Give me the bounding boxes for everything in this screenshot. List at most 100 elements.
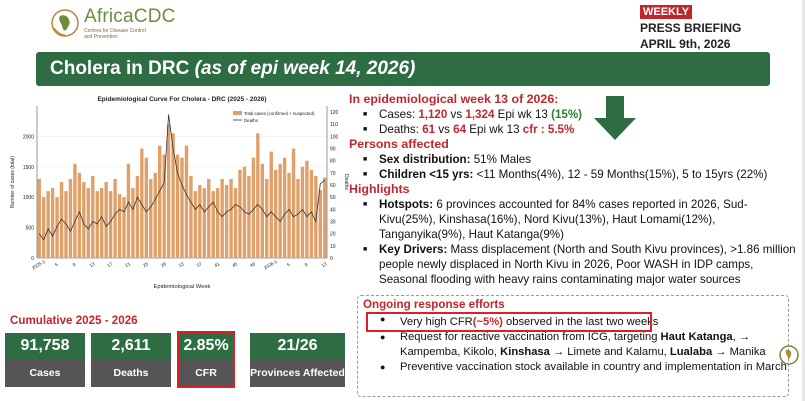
response-list: Very high CFR(~5%) observed in the last … xyxy=(368,312,788,375)
y-tick-label: 1000 xyxy=(23,195,34,201)
globe-icon xyxy=(51,9,79,37)
bar xyxy=(229,178,233,258)
legend-swatch-cases xyxy=(233,111,242,115)
bar xyxy=(282,157,287,258)
children-line: Children <15 yrs: <11 Months(4%), 12 - 5… xyxy=(349,167,799,182)
summary-panel: In epidemiological week 13 of 2026: Case… xyxy=(349,92,799,287)
bar xyxy=(323,177,327,258)
bar xyxy=(126,163,131,258)
bar xyxy=(238,169,242,258)
x-tick-label: 29 xyxy=(160,261,167,268)
bar xyxy=(140,148,144,258)
bar xyxy=(207,178,211,258)
bar xyxy=(273,169,278,258)
x-tick-label: 25 xyxy=(142,261,149,268)
bar xyxy=(91,175,95,258)
press-briefing-block: WEEKLY PRESS BRIEFING APRIL 9th, 2026 xyxy=(640,2,785,51)
y2-tick-label: 70 xyxy=(330,171,336,177)
bar xyxy=(37,178,41,258)
bar xyxy=(193,191,198,258)
y2-tick-label: 0 xyxy=(330,256,333,262)
bar xyxy=(41,197,46,258)
bar xyxy=(175,154,180,258)
au-emblem-icon xyxy=(779,345,799,365)
stat-deaths: 2,611 Deaths xyxy=(91,333,171,389)
deaths-line xyxy=(38,114,326,241)
bar xyxy=(198,185,202,258)
stat-value: 2,611 xyxy=(91,333,171,359)
x-tick-label: 2026-1 xyxy=(263,259,278,271)
stat-value: 2.85% xyxy=(177,333,235,359)
bar xyxy=(131,188,135,258)
stat-label: Deaths xyxy=(91,359,171,387)
bar xyxy=(278,163,282,258)
bar xyxy=(113,178,117,258)
x-tick-label: 33 xyxy=(178,261,185,268)
stat-value: 91,758 xyxy=(5,333,85,359)
bar xyxy=(135,175,140,258)
bar xyxy=(171,133,175,258)
x-tick-label: 9 xyxy=(304,262,309,268)
bar xyxy=(162,154,166,258)
bar xyxy=(166,124,171,258)
bar xyxy=(242,166,247,258)
y-tick-label: 1500 xyxy=(23,165,34,171)
hotspots-line: Hotspots: 6 provinces accounted for 84% … xyxy=(349,197,799,242)
y2-tick-label: 30 xyxy=(330,220,336,226)
stat-cases: 91,758 Cases xyxy=(5,333,85,389)
bar xyxy=(153,172,157,258)
y-tick-label: 0 xyxy=(31,256,34,262)
bar xyxy=(265,178,269,258)
legend-label-cases: Total cases (confirmed + suspected) xyxy=(244,111,315,116)
y2-tick-label: 80 xyxy=(330,159,336,165)
x-axis-label: Epidemiological Week xyxy=(154,284,211,290)
bar xyxy=(202,188,207,258)
cfr-warning-highlight xyxy=(366,312,652,332)
bar xyxy=(233,188,238,258)
legend-label-deaths: Deaths xyxy=(244,118,259,123)
weekly-badge: WEEKLY xyxy=(640,5,693,19)
bar xyxy=(220,178,224,258)
y-tick-label: 2000 xyxy=(23,134,34,140)
bar xyxy=(291,148,296,258)
stat-provinces: 21/26 Provinces Affected xyxy=(250,333,345,389)
bar xyxy=(104,182,108,258)
x-tick-label: 2025-1 xyxy=(31,259,46,271)
y2-tick-label: 50 xyxy=(330,195,336,201)
cumulative-title: Cumulative 2025 - 2026 xyxy=(10,314,138,327)
y2-tick-label: 90 xyxy=(330,147,336,153)
y2-axis-label: Deaths xyxy=(343,174,349,190)
x-tick-label: 21 xyxy=(124,261,131,268)
bar xyxy=(117,194,122,258)
stat-label: Cases xyxy=(5,359,85,387)
bar xyxy=(55,197,59,258)
page-title: Cholera in DRC (as of epi week 14, 2026) xyxy=(50,58,416,79)
bar xyxy=(215,188,220,258)
response-item: Preventive vaccination stock available i… xyxy=(368,360,788,375)
stat-label: Provinces Affected xyxy=(250,359,345,387)
epi-week-heading: In epidemiological week 13 of 2026: xyxy=(349,92,559,106)
y2-tick-label: 10 xyxy=(330,244,336,250)
x-tick-label: 37 xyxy=(196,261,203,268)
y2-tick-label: 110 xyxy=(330,122,338,128)
bar xyxy=(95,191,99,258)
x-tick-label: 45 xyxy=(231,261,238,268)
bar xyxy=(149,178,153,258)
deaths-line: Deaths: 61 vs 64 Epi wk 13 cfr : 5.5% xyxy=(349,122,799,137)
bar xyxy=(144,157,149,258)
y-tick-label: 500 xyxy=(26,226,35,232)
bar xyxy=(46,191,50,258)
x-tick-label: 13 xyxy=(321,261,328,268)
stat-value: 21/26 xyxy=(250,333,345,359)
bar xyxy=(184,145,189,258)
logo-name: AfricaCDC xyxy=(84,6,176,27)
bar xyxy=(305,160,309,258)
response-item: Request for reactive vaccination from IC… xyxy=(368,330,788,360)
bar xyxy=(251,157,256,258)
bar xyxy=(82,182,86,258)
cases-line: Cases: 1,120 vs 1,324 Epi wk 13 (15%) xyxy=(349,107,799,122)
africa-cdc-logo: AfricaCDC Centres for Disease Control an… xyxy=(50,6,190,42)
bar xyxy=(180,157,184,258)
y2-tick-label: 120 xyxy=(330,110,339,116)
bar xyxy=(211,191,215,258)
